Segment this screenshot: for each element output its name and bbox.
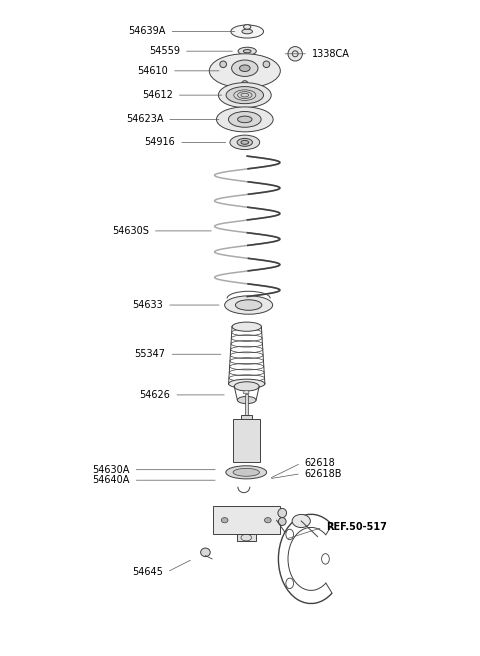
Bar — [241, 415, 252, 447]
Ellipse shape — [237, 396, 256, 403]
Ellipse shape — [220, 61, 227, 68]
Bar — [233, 419, 260, 462]
Text: REF.50-517: REF.50-517 — [326, 522, 387, 533]
Ellipse shape — [238, 47, 256, 55]
Ellipse shape — [226, 466, 267, 479]
Ellipse shape — [230, 135, 260, 150]
Ellipse shape — [242, 29, 252, 34]
Ellipse shape — [234, 382, 259, 391]
Bar — [213, 506, 280, 534]
Ellipse shape — [278, 508, 287, 518]
Text: 54630A: 54630A — [92, 464, 130, 475]
Text: 62618: 62618 — [305, 458, 336, 468]
Ellipse shape — [241, 140, 249, 144]
Text: 54559: 54559 — [149, 46, 180, 56]
Ellipse shape — [237, 138, 252, 146]
Ellipse shape — [231, 25, 264, 38]
Ellipse shape — [201, 548, 210, 556]
Text: 54612: 54612 — [142, 90, 173, 100]
Text: 54626: 54626 — [140, 390, 170, 400]
Ellipse shape — [244, 24, 251, 30]
Text: 54610: 54610 — [137, 66, 168, 76]
Ellipse shape — [232, 322, 262, 331]
Polygon shape — [243, 390, 249, 394]
Ellipse shape — [209, 54, 280, 88]
Ellipse shape — [232, 60, 258, 76]
Ellipse shape — [225, 296, 273, 314]
Text: 54640A: 54640A — [92, 475, 130, 485]
Ellipse shape — [263, 61, 270, 68]
Bar — [244, 394, 248, 415]
Ellipse shape — [264, 518, 271, 523]
Text: 54633: 54633 — [132, 300, 163, 310]
Text: 62618B: 62618B — [305, 468, 342, 479]
Ellipse shape — [221, 518, 228, 523]
Ellipse shape — [240, 65, 250, 72]
Text: 54630S: 54630S — [112, 226, 149, 236]
Ellipse shape — [228, 112, 261, 127]
Ellipse shape — [243, 50, 251, 52]
Text: 54645: 54645 — [132, 567, 163, 577]
Ellipse shape — [228, 379, 265, 388]
Ellipse shape — [292, 514, 311, 527]
Ellipse shape — [278, 518, 286, 525]
Ellipse shape — [216, 107, 273, 132]
Ellipse shape — [236, 300, 262, 310]
Ellipse shape — [288, 47, 302, 61]
Ellipse shape — [226, 87, 264, 104]
Text: 54639A: 54639A — [128, 26, 166, 37]
Bar — [237, 534, 256, 541]
Text: 54916: 54916 — [144, 137, 175, 148]
Text: 1338CA: 1338CA — [312, 49, 350, 59]
Ellipse shape — [241, 81, 248, 87]
Text: 55347: 55347 — [134, 349, 166, 359]
Text: 54623A: 54623A — [126, 114, 163, 125]
Ellipse shape — [238, 116, 252, 123]
Ellipse shape — [233, 468, 259, 476]
Ellipse shape — [218, 83, 271, 108]
